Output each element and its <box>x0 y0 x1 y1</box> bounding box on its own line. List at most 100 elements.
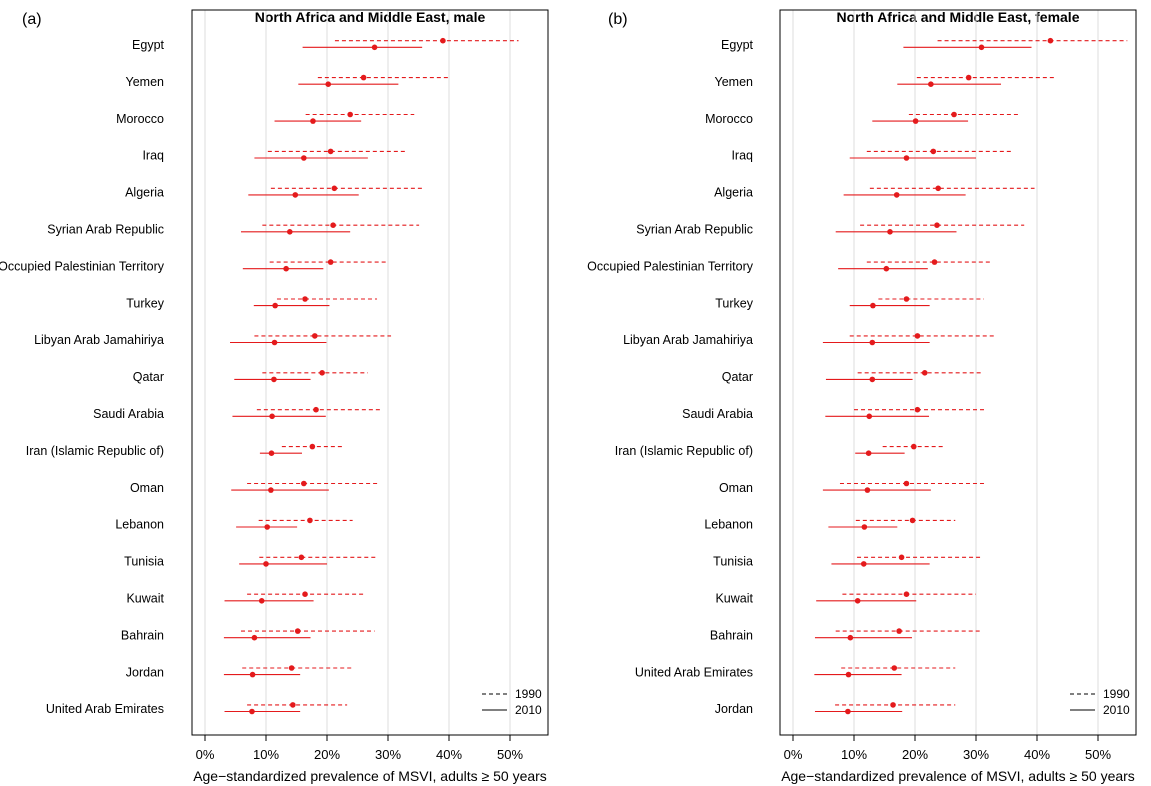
category-label: Algeria <box>714 186 753 200</box>
category-label: Turkey <box>126 296 164 310</box>
point-2010 <box>887 229 893 235</box>
point-2010 <box>283 265 289 272</box>
point-2010 <box>845 708 851 715</box>
category-label: Occupied Palestinian Territory <box>587 259 754 273</box>
point-1990 <box>951 111 957 118</box>
point-2010 <box>268 487 274 493</box>
point-2010 <box>883 265 890 272</box>
point-1990 <box>331 185 338 192</box>
x-axis-label: Age−standardized prevalence of MSVI, adu… <box>781 768 1135 784</box>
legend-label-1990: 1990 <box>1103 687 1130 701</box>
point-2010 <box>249 671 256 678</box>
point-1990 <box>307 517 313 524</box>
point-2010 <box>866 413 873 420</box>
category-label: Algeria <box>125 186 164 200</box>
category-label: Qatar <box>133 370 164 384</box>
point-1990 <box>301 480 307 487</box>
category-label: Kuwait <box>715 592 753 606</box>
category-label: Yemen <box>126 75 165 89</box>
category-label: Jordan <box>126 665 164 679</box>
category-label: Saudi Arabia <box>93 407 164 421</box>
point-2010 <box>264 524 271 530</box>
point-2010 <box>272 302 278 309</box>
x-tick-label: 30% <box>375 747 401 762</box>
category-label: Iraq <box>731 149 753 163</box>
x-tick-label: 50% <box>497 747 523 762</box>
point-2010 <box>325 81 332 87</box>
point-2010 <box>301 155 307 161</box>
legend-label-1990: 1990 <box>515 687 542 701</box>
point-1990 <box>931 259 938 265</box>
category-label: Qatar <box>722 370 753 384</box>
category-label: Lebanon <box>115 518 164 532</box>
legend-label-2010: 2010 <box>515 703 542 717</box>
point-2010 <box>869 376 876 383</box>
point-2010 <box>854 598 861 604</box>
category-label: Morocco <box>705 112 753 126</box>
point-1990 <box>313 406 319 413</box>
point-1990 <box>440 37 446 44</box>
category-label: Tunisia <box>124 555 164 569</box>
category-label: Bahrain <box>121 628 164 642</box>
point-2010 <box>286 229 293 235</box>
x-tick-label: 20% <box>902 747 928 762</box>
category-label: Jordan <box>715 702 753 716</box>
category-label: Kuwait <box>126 592 164 606</box>
point-2010 <box>861 524 868 530</box>
point-2010 <box>912 118 919 124</box>
x-tick-label: 10% <box>253 747 279 762</box>
point-2010 <box>258 598 265 604</box>
panel-female: (b) North Africa and Middle East, female 0… <box>587 9 1137 784</box>
category-label: Occupied Palestinian Territory <box>0 259 165 273</box>
point-1990 <box>910 443 917 450</box>
point-2010 <box>869 339 876 346</box>
point-1990 <box>298 554 305 561</box>
point-1990 <box>930 148 937 155</box>
point-2010 <box>268 450 275 457</box>
x-tick-label: 50% <box>1085 747 1111 762</box>
category-label: Iran (Islamic Republic of) <box>615 444 753 458</box>
plot-frame <box>191 9 549 736</box>
category-label: United Arab Emirates <box>46 702 164 716</box>
point-2010 <box>371 44 378 51</box>
point-1990 <box>288 665 295 671</box>
x-tick-label: 0% <box>196 747 215 762</box>
point-1990 <box>347 111 353 118</box>
category-label: United Arab Emirates <box>635 665 753 679</box>
category-label: Iraq <box>142 149 164 163</box>
category-label: Morocco <box>116 112 164 126</box>
x-tick-label: 40% <box>436 747 462 762</box>
panel-male: (a) North Africa and Middle East, male 0% 1… <box>0 9 549 784</box>
chart-title: North Africa and Middle East, female <box>837 9 1080 25</box>
point-1990 <box>327 259 334 265</box>
point-2010 <box>271 339 278 346</box>
category-label: Libyan Arab Jamahiriya <box>623 333 753 347</box>
chart-title: North Africa and Middle East, male <box>255 9 486 25</box>
point-2010 <box>860 561 867 567</box>
point-1990 <box>903 296 910 302</box>
point-2010 <box>249 708 255 715</box>
category-label: Libyan Arab Jamahiriya <box>34 333 164 347</box>
point-1990 <box>294 628 301 634</box>
x-tick-label: 10% <box>841 747 867 762</box>
point-1990 <box>935 185 941 192</box>
point-1990 <box>934 222 940 228</box>
legend-label-2010: 2010 <box>1103 703 1130 717</box>
point-2010 <box>263 561 269 567</box>
point-2010 <box>928 81 934 87</box>
x-tick-label: 30% <box>963 747 989 762</box>
category-label: Bahrain <box>710 628 753 642</box>
point-2010 <box>310 118 316 124</box>
panel-tag: (a) <box>22 11 42 28</box>
point-2010 <box>251 634 258 641</box>
category-label: Oman <box>130 481 164 495</box>
point-2010 <box>903 155 910 161</box>
point-1990 <box>898 554 905 561</box>
category-label: Oman <box>719 481 753 495</box>
x-tick-label: 0% <box>784 747 803 762</box>
point-1990 <box>914 406 921 413</box>
x-axis-label: Age−standardized prevalence of MSVI, adu… <box>193 768 547 784</box>
panel-tag: (b) <box>608 11 628 28</box>
category-label: Yemen <box>715 75 754 89</box>
